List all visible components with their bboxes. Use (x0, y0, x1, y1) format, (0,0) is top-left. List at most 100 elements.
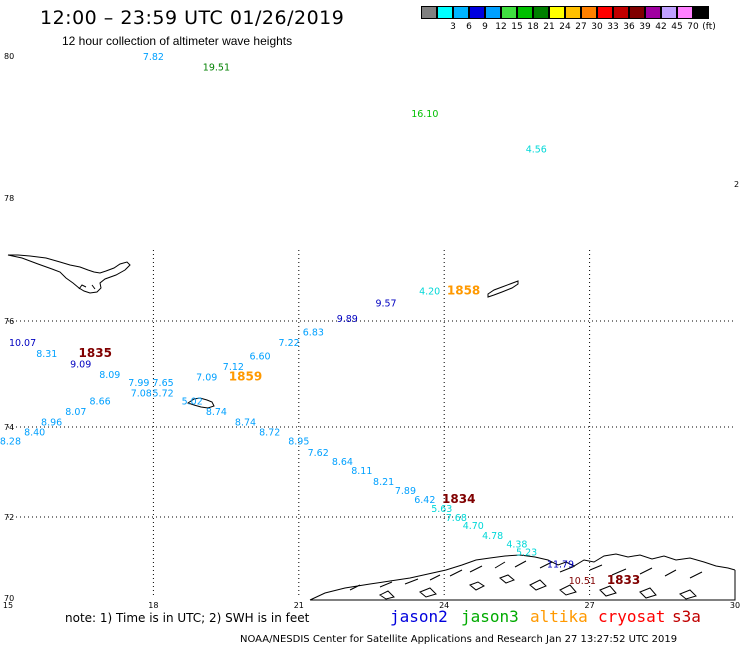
wave-height-label: 10.07 (9, 338, 36, 349)
graticule (8, 250, 735, 598)
wave-height-label: 8.74 (206, 407, 227, 418)
scale-swatch (677, 6, 693, 19)
coastline (7, 254, 736, 601)
mission-label: altika (530, 607, 588, 626)
wave-height-label: 4.56 (526, 144, 547, 155)
wave-height-label: 9.89 (337, 314, 358, 325)
scale-label: 27 (575, 22, 587, 32)
scale-swatch (437, 6, 453, 19)
wave-height-label: 7.82 (143, 52, 164, 63)
scale-swatch (645, 6, 661, 19)
wave-height-label: 4.70 (463, 521, 484, 532)
scale-label: 3 (450, 22, 456, 32)
pass-time-label: 1834 (442, 492, 475, 506)
scale-swatch (661, 6, 677, 19)
wave-height-label: 8.72 (259, 428, 280, 439)
wave-height-label: 7.68 (446, 513, 467, 524)
wave-height-label: 4.38 (506, 539, 527, 550)
scale-label: 18 (527, 22, 539, 32)
wave-height-label: 6.83 (303, 328, 324, 339)
latitude-label: 74 (4, 423, 14, 432)
wave-height-label: 4.78 (482, 531, 503, 542)
norway-coastline (309, 553, 736, 601)
wave-height-label: 8.74 (235, 418, 256, 429)
wave-height-label: 7.22 (279, 338, 300, 349)
scale-swatch (517, 6, 533, 19)
latitude-label: 78 (4, 194, 14, 203)
wave-height-label: 5.72 (153, 389, 174, 400)
coastal-islands (379, 574, 697, 600)
page-title: 12:00 – 23:59 UTC 01/26/2019 (40, 7, 345, 29)
scale-swatch (485, 6, 501, 19)
mission-label: jason3 (461, 607, 519, 626)
scale-swatch (533, 6, 549, 19)
longitude-label: 30 (730, 601, 740, 610)
scale-label: 36 (623, 22, 635, 32)
scale-swatch (693, 6, 709, 19)
wave-height-label: 5.23 (516, 547, 537, 558)
wave-height-label: 8.95 (288, 437, 309, 448)
wave-height-label: 9.09 (70, 359, 91, 370)
kong-karls-land-coastline (487, 280, 519, 298)
wave-height-label: 10.51 (569, 576, 596, 587)
wave-height-label: 7.89 (395, 486, 416, 497)
scale-label: 33 (607, 22, 619, 32)
scale-swatch (501, 6, 517, 19)
latitude-label: 70 (4, 594, 14, 603)
latitude-label: 80 (4, 52, 14, 61)
wave-height-label: 7.65 (153, 378, 174, 389)
scale-label: 24 (559, 22, 571, 32)
mission-label: jason2 (390, 607, 448, 626)
wave-height-label: 8.96 (41, 418, 62, 429)
pass-time-label: 1859 (229, 370, 262, 384)
wave-height-label: 8.31 (36, 349, 57, 360)
longitude-label: 27 (585, 601, 595, 610)
scale-label: 39 (639, 22, 651, 32)
mission-label: cryosat (598, 607, 666, 626)
wave-height-label: 8.64 (332, 457, 353, 468)
longitude-label: 18 (148, 601, 158, 610)
wave-height-label: 6.60 (249, 351, 270, 362)
scale-swatch (453, 6, 469, 19)
scale-swatch (597, 6, 613, 19)
scale-swatch (629, 6, 645, 19)
wave-height-label: 7.99 (128, 378, 149, 389)
longitude-label: 24 (439, 601, 449, 610)
wave-height-label: 4.20 (419, 286, 440, 297)
mission-label: s3a (672, 607, 701, 626)
scale-swatch (613, 6, 629, 19)
wave-height-label: 7.08 (131, 389, 152, 400)
scale-swatch (581, 6, 597, 19)
page-subtitle: 12 hour collection of altimeter wave hei… (62, 34, 293, 48)
scale-label: 21 (543, 22, 555, 32)
scale-label: 70 (687, 22, 699, 32)
wave-height-label: 8.40 (24, 428, 45, 439)
wave-height-label: 5.02 (182, 397, 203, 408)
scale-swatch (549, 6, 565, 19)
bear-island-coastline (186, 397, 215, 409)
scale-label: 12 (495, 22, 507, 32)
wave-height-label: 11.79 (547, 560, 574, 571)
scale-label: 42 (655, 22, 667, 32)
pass-time-label: 1835 (79, 346, 112, 360)
svalbard-coastline (7, 254, 131, 294)
wave-height-label: 7.09 (196, 373, 217, 384)
scale-swatch (469, 6, 485, 19)
longitude-label: 15 (3, 601, 13, 610)
credit-line: NOAA/NESDIS Center for Satellite Applica… (240, 634, 678, 645)
scale-label: 9 (482, 22, 488, 32)
scale-swatch (421, 6, 437, 19)
wave-height-label: 8.66 (90, 397, 111, 408)
wave-height-label: 6.42 (414, 495, 435, 506)
wave-height-label: 9.57 (375, 299, 396, 310)
latitude-label: 72 (4, 513, 14, 522)
wave-height-label: 5.63 (431, 504, 452, 515)
wave-height-label: 8.21 (373, 477, 394, 488)
scale-label: 15 (511, 22, 523, 32)
wave-height-label: 8.07 (65, 407, 86, 418)
pass-time-label: 1858 (447, 283, 480, 297)
scale-label: 30 (591, 22, 603, 32)
